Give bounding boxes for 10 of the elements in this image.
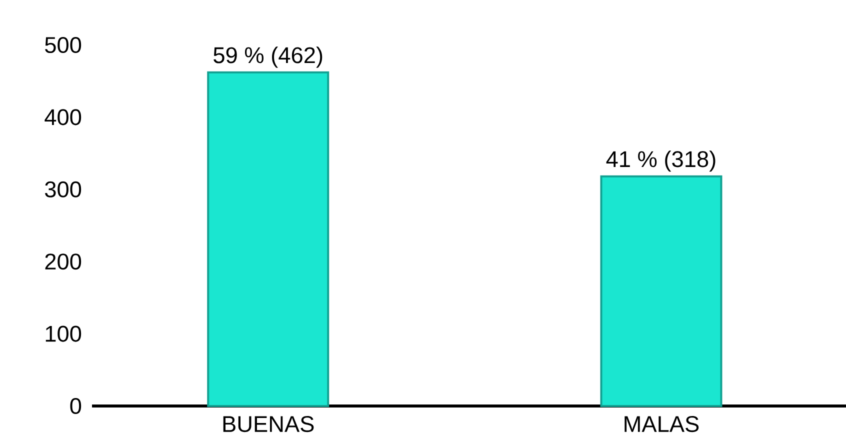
y-tick-label: 0 (70, 398, 82, 414)
y-tick-label: 500 (45, 36, 82, 54)
y-tick-label: 400 (44, 109, 82, 126)
y-tick-label: 200 (45, 254, 82, 270)
x-tick-label: BUENAS (223, 416, 314, 432)
x-tick-label: MALAS (624, 416, 699, 432)
y-tick-label: 100 (46, 326, 82, 342)
data-label: 59 % (462) (214, 46, 322, 68)
y-tick-label: 300 (45, 181, 82, 198)
data-label: 41 % (318) (606, 150, 716, 172)
